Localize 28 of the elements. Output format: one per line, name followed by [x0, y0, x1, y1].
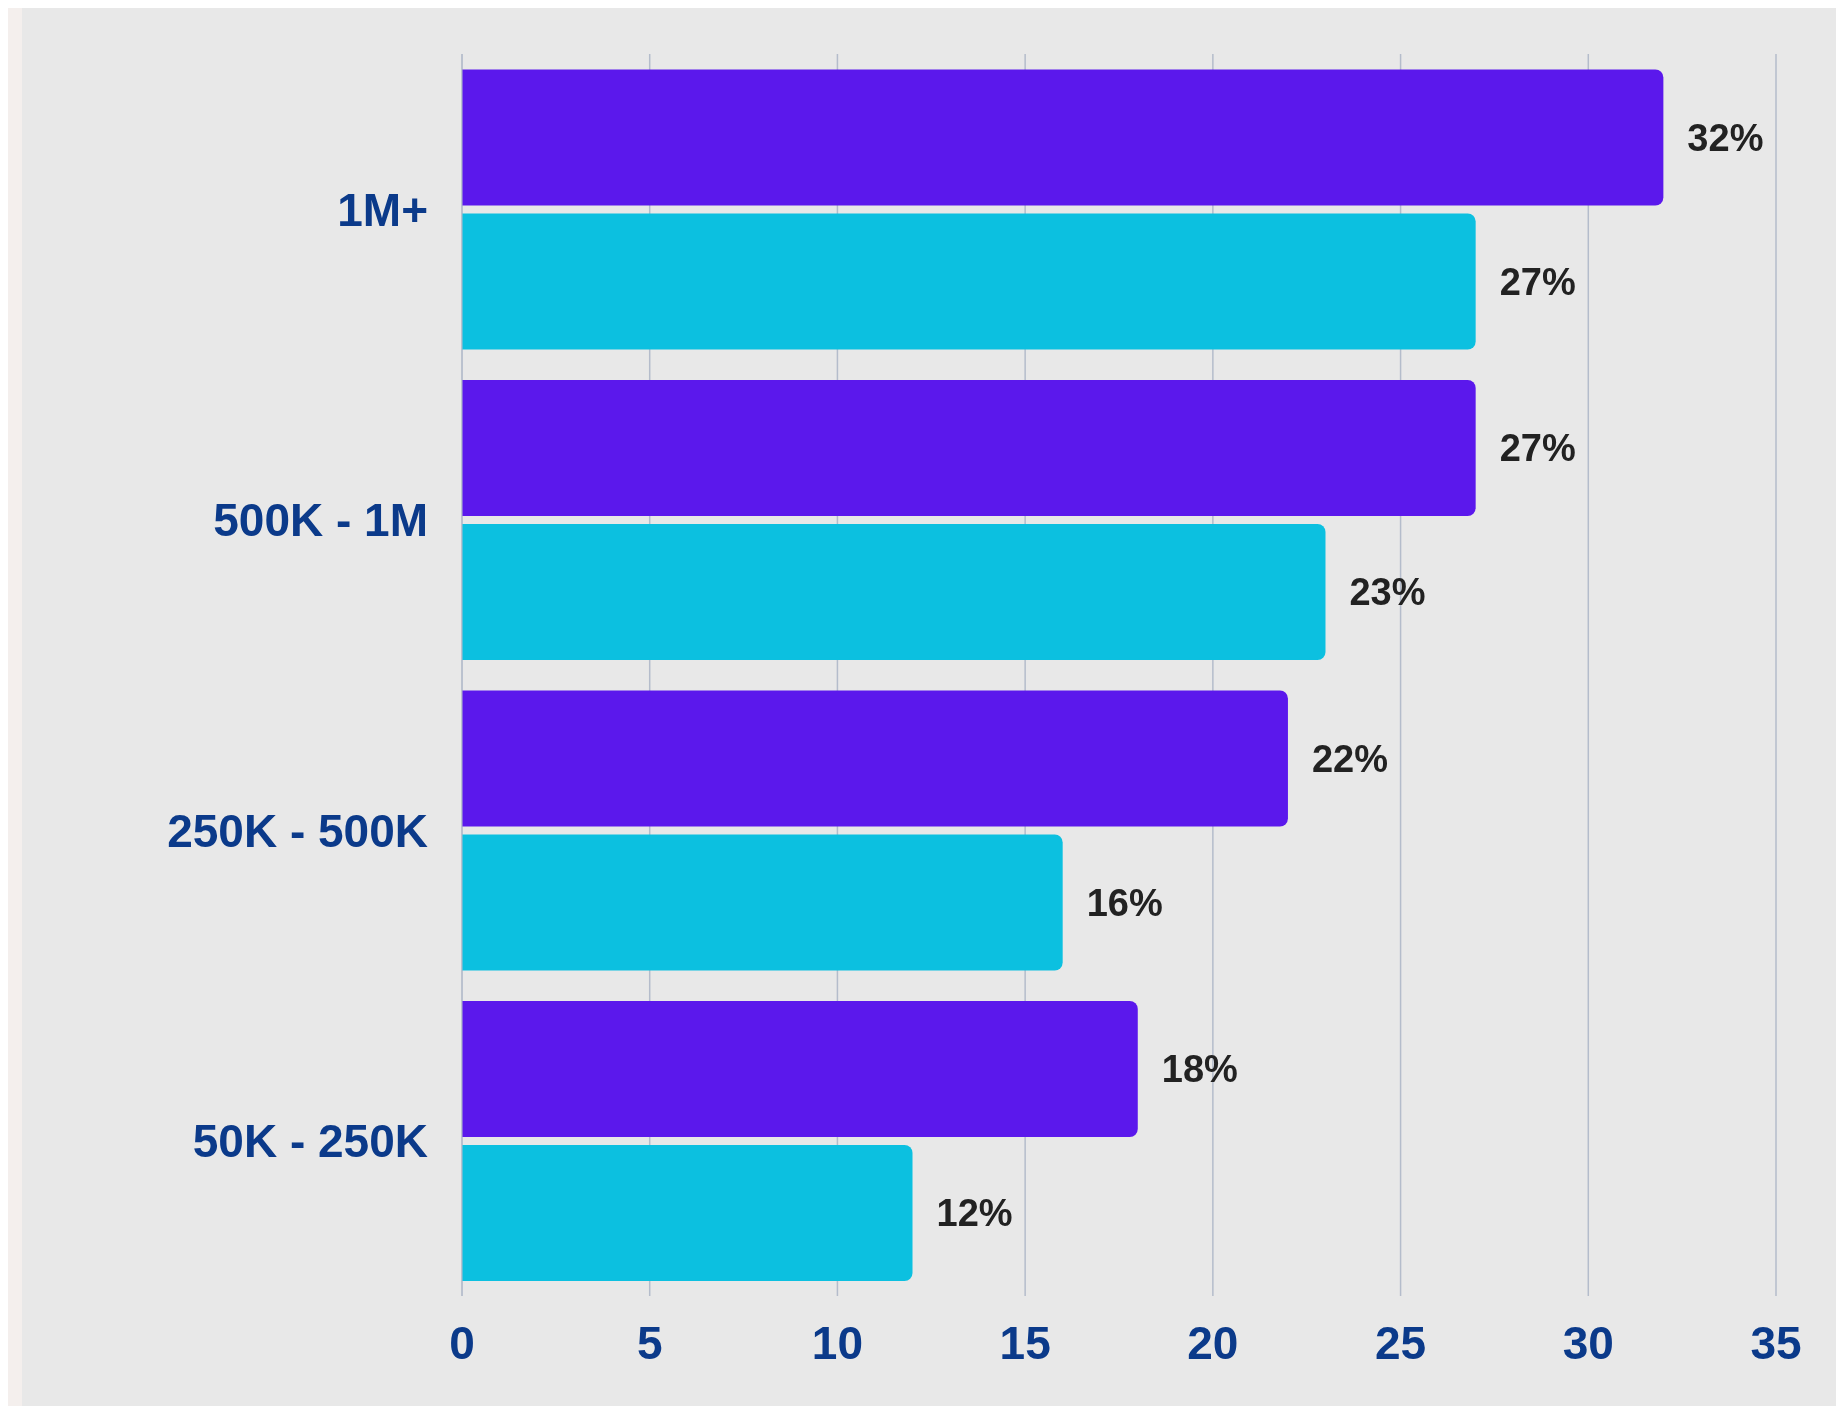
- data-label: 27%: [1499, 427, 1576, 470]
- data-label: 32%: [1687, 116, 1764, 159]
- data-label: 16%: [1086, 881, 1163, 924]
- data-label: 23%: [1349, 571, 1426, 614]
- bar: [462, 1001, 1138, 1138]
- x-tick-label: 10: [811, 1316, 864, 1369]
- bar: [462, 380, 1476, 517]
- bar: [462, 834, 1063, 971]
- bar: [462, 690, 1288, 827]
- y-tick-label: 500K - 1M: [213, 494, 428, 547]
- bar: [462, 1145, 913, 1282]
- bar: [462, 524, 1326, 661]
- data-label: 22%: [1311, 737, 1389, 780]
- data-label: 27%: [1499, 260, 1576, 303]
- x-tick-label: 20: [1187, 1316, 1239, 1369]
- x-tick-label: 5: [636, 1316, 663, 1369]
- y-tick-label: 50K - 250K: [192, 1115, 428, 1168]
- data-label: 18%: [1161, 1048, 1238, 1091]
- x-tick-label: 0: [449, 1316, 475, 1369]
- data-label: 12%: [936, 1192, 1013, 1235]
- y-tick-label: 1M+: [337, 183, 428, 236]
- x-tick-label: 30: [1562, 1316, 1614, 1369]
- bar: [462, 69, 1664, 206]
- y-tick-label: 250K - 500K: [167, 804, 428, 857]
- x-tick-label: 25: [1374, 1316, 1427, 1369]
- x-tick-label: 35: [1750, 1316, 1802, 1369]
- x-tick-label: 15: [999, 1316, 1051, 1369]
- bar: [462, 213, 1476, 350]
